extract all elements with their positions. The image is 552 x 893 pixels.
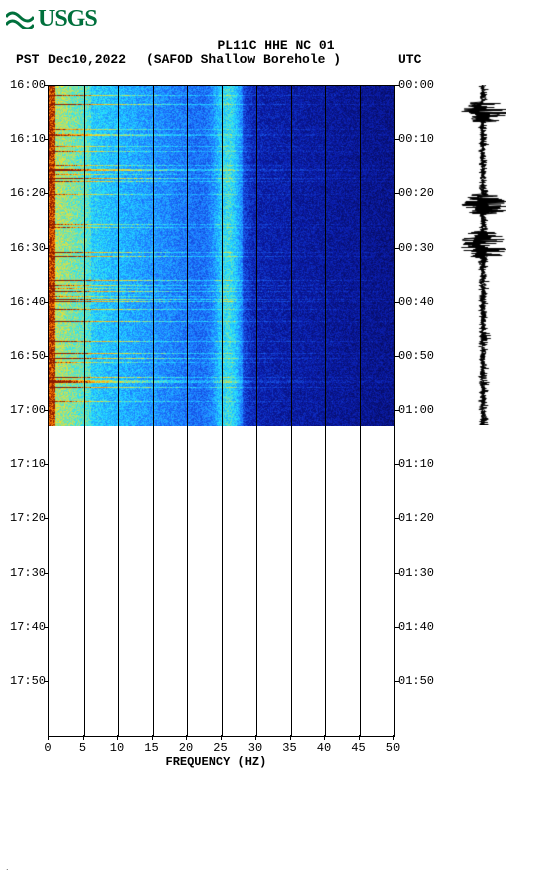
gridline xyxy=(360,86,361,736)
spectrogram-plot xyxy=(48,85,395,737)
y-label-utc: 00:10 xyxy=(398,132,434,146)
x-label: 10 xyxy=(110,741,124,755)
x-tick xyxy=(117,735,118,740)
y-label-utc: 00:30 xyxy=(398,241,434,255)
x-tick xyxy=(221,735,222,740)
header-station: (SAFOD Shallow Borehole ) xyxy=(146,52,341,67)
y-label-utc: 01:10 xyxy=(398,457,434,471)
y-label-utc: 00:50 xyxy=(398,349,434,363)
usgs-logo: USGS xyxy=(6,6,97,33)
y-label-pst: 17:30 xyxy=(8,566,46,580)
y-label-pst: 16:40 xyxy=(8,295,46,309)
y-label-pst: 17:10 xyxy=(8,457,46,471)
x-label: 35 xyxy=(282,741,296,755)
x-label: 20 xyxy=(179,741,193,755)
header-utc: UTC xyxy=(398,52,421,67)
x-label: 15 xyxy=(144,741,158,755)
y-label-pst: 17:50 xyxy=(8,674,46,688)
y-label-utc: 01:00 xyxy=(398,403,434,417)
gridline xyxy=(187,86,188,736)
gridline xyxy=(291,86,292,736)
y-label-utc: 01:40 xyxy=(398,620,434,634)
y-label-pst: 17:20 xyxy=(8,511,46,525)
y-label-utc: 01:50 xyxy=(398,674,434,688)
y-label-pst: 16:20 xyxy=(8,186,46,200)
x-tick xyxy=(359,735,360,740)
waveform-trace xyxy=(460,85,506,425)
gridline xyxy=(118,86,119,736)
y-label-utc: 01:30 xyxy=(398,566,434,580)
x-label: 45 xyxy=(351,741,365,755)
y-label-utc: 01:20 xyxy=(398,511,434,525)
x-tick xyxy=(152,735,153,740)
title-line1: PL11C HHE NC 01 xyxy=(0,38,552,53)
x-label: 0 xyxy=(44,741,51,755)
gridline xyxy=(153,86,154,736)
x-label: 40 xyxy=(317,741,331,755)
x-axis-title: FREQUENCY (HZ) xyxy=(166,755,267,769)
y-label-pst: 16:30 xyxy=(8,241,46,255)
x-label: 5 xyxy=(79,741,86,755)
gridline xyxy=(222,86,223,736)
x-tick xyxy=(290,735,291,740)
wave-icon xyxy=(6,11,34,29)
y-label-utc: 00:20 xyxy=(398,186,434,200)
header-date: Dec10,2022 xyxy=(48,52,126,67)
x-label: 50 xyxy=(386,741,400,755)
x-label: 30 xyxy=(248,741,262,755)
x-tick xyxy=(324,735,325,740)
y-label-utc: 00:00 xyxy=(398,78,434,92)
y-label-pst: 17:00 xyxy=(8,403,46,417)
x-tick xyxy=(83,735,84,740)
logo-text: USGS xyxy=(38,6,97,33)
gridline xyxy=(256,86,257,736)
y-label-pst: 16:00 xyxy=(8,78,46,92)
header-pst: PST xyxy=(16,52,39,67)
gridline xyxy=(325,86,326,736)
x-label: 25 xyxy=(213,741,227,755)
x-tick xyxy=(186,735,187,740)
x-tick xyxy=(48,735,49,740)
x-tick xyxy=(393,735,394,740)
gridline xyxy=(84,86,85,736)
footnote-mark: . xyxy=(6,862,9,872)
x-tick xyxy=(255,735,256,740)
y-label-pst: 16:50 xyxy=(8,349,46,363)
y-label-pst: 17:40 xyxy=(8,620,46,634)
y-label-pst: 16:10 xyxy=(8,132,46,146)
y-label-utc: 00:40 xyxy=(398,295,434,309)
